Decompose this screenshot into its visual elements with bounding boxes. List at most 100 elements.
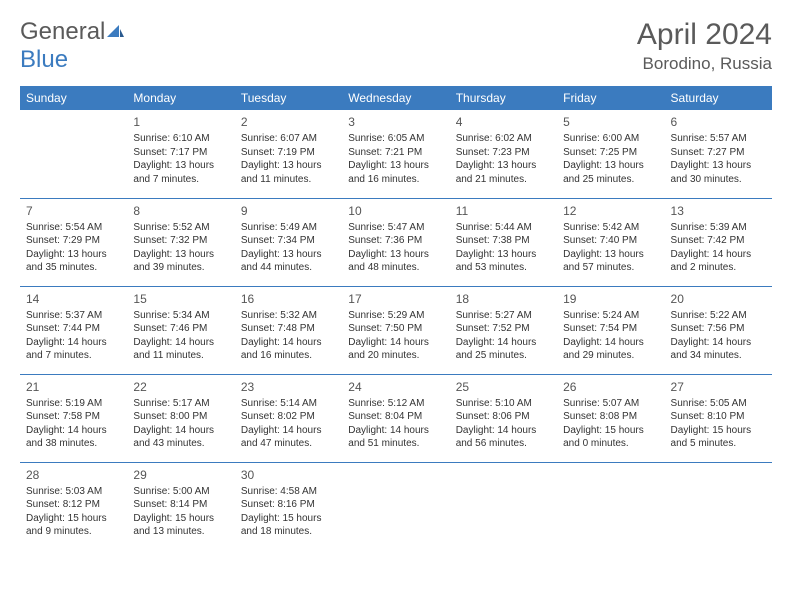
sunset-line: Sunset: 7:32 PM xyxy=(133,234,228,248)
sunrise-line: Sunrise: 5:24 AM xyxy=(563,309,658,323)
day-cell: 2Sunrise: 6:07 AMSunset: 7:19 PMDaylight… xyxy=(235,110,342,198)
sunset-line: Sunset: 8:10 PM xyxy=(671,410,766,424)
sunrise-line: Sunrise: 5:05 AM xyxy=(671,397,766,411)
day-number: 8 xyxy=(133,203,228,219)
sunrise-line: Sunrise: 5:34 AM xyxy=(133,309,228,323)
sunrise-line: Sunrise: 5:37 AM xyxy=(26,309,121,323)
sunset-line: Sunset: 7:25 PM xyxy=(563,146,658,160)
daylight-line: Daylight: 14 hours and 20 minutes. xyxy=(348,336,443,363)
sunset-line: Sunset: 7:54 PM xyxy=(563,322,658,336)
daylight-line: Daylight: 14 hours and 38 minutes. xyxy=(26,424,121,451)
daylight-line: Daylight: 15 hours and 9 minutes. xyxy=(26,512,121,539)
day-header-monday: Monday xyxy=(127,86,234,110)
daylight-line: Daylight: 14 hours and 34 minutes. xyxy=(671,336,766,363)
day-number: 15 xyxy=(133,291,228,307)
day-cell: 18Sunrise: 5:27 AMSunset: 7:52 PMDayligh… xyxy=(450,286,557,374)
daylight-line: Daylight: 15 hours and 18 minutes. xyxy=(241,512,336,539)
week-row: 28Sunrise: 5:03 AMSunset: 8:12 PMDayligh… xyxy=(20,462,772,550)
day-number: 28 xyxy=(26,467,121,483)
day-cell: 25Sunrise: 5:10 AMSunset: 8:06 PMDayligh… xyxy=(450,374,557,462)
sunrise-line: Sunrise: 5:27 AM xyxy=(456,309,551,323)
day-cell-empty xyxy=(665,462,772,550)
sunset-line: Sunset: 8:00 PM xyxy=(133,410,228,424)
sunset-line: Sunset: 7:44 PM xyxy=(26,322,121,336)
day-number: 19 xyxy=(563,291,658,307)
day-number: 13 xyxy=(671,203,766,219)
daylight-line: Daylight: 13 hours and 7 minutes. xyxy=(133,159,228,186)
sunrise-line: Sunrise: 5:52 AM xyxy=(133,221,228,235)
daylight-line: Daylight: 15 hours and 0 minutes. xyxy=(563,424,658,451)
calendar-body: 1Sunrise: 6:10 AMSunset: 7:17 PMDaylight… xyxy=(20,110,772,550)
day-number: 6 xyxy=(671,114,766,130)
sunrise-line: Sunrise: 5:03 AM xyxy=(26,485,121,499)
sunset-line: Sunset: 8:08 PM xyxy=(563,410,658,424)
sunrise-line: Sunrise: 5:00 AM xyxy=(133,485,228,499)
sunrise-line: Sunrise: 4:58 AM xyxy=(241,485,336,499)
day-number: 17 xyxy=(348,291,443,307)
sunset-line: Sunset: 8:14 PM xyxy=(133,498,228,512)
calendar-head: SundayMondayTuesdayWednesdayThursdayFrid… xyxy=(20,86,772,110)
sunrise-line: Sunrise: 6:02 AM xyxy=(456,132,551,146)
day-cell: 1Sunrise: 6:10 AMSunset: 7:17 PMDaylight… xyxy=(127,110,234,198)
day-cell: 21Sunrise: 5:19 AMSunset: 7:58 PMDayligh… xyxy=(20,374,127,462)
daylight-line: Daylight: 14 hours and 25 minutes. xyxy=(456,336,551,363)
daylight-line: Daylight: 15 hours and 13 minutes. xyxy=(133,512,228,539)
logo-text-blue: Blue xyxy=(20,46,68,73)
sunrise-line: Sunrise: 5:17 AM xyxy=(133,397,228,411)
logo: GeneralBlue xyxy=(20,18,125,74)
day-number: 26 xyxy=(563,379,658,395)
daylight-line: Daylight: 14 hours and 51 minutes. xyxy=(348,424,443,451)
day-cell: 24Sunrise: 5:12 AMSunset: 8:04 PMDayligh… xyxy=(342,374,449,462)
daylight-line: Daylight: 13 hours and 25 minutes. xyxy=(563,159,658,186)
sunset-line: Sunset: 7:48 PM xyxy=(241,322,336,336)
day-number: 20 xyxy=(671,291,766,307)
week-row: 14Sunrise: 5:37 AMSunset: 7:44 PMDayligh… xyxy=(20,286,772,374)
day-number: 10 xyxy=(348,203,443,219)
day-cell: 3Sunrise: 6:05 AMSunset: 7:21 PMDaylight… xyxy=(342,110,449,198)
sunrise-line: Sunrise: 5:10 AM xyxy=(456,397,551,411)
sunrise-line: Sunrise: 5:39 AM xyxy=(671,221,766,235)
day-number: 30 xyxy=(241,467,336,483)
logo-text-gray: General xyxy=(20,18,105,45)
day-header-friday: Friday xyxy=(557,86,664,110)
daylight-line: Daylight: 13 hours and 11 minutes. xyxy=(241,159,336,186)
day-cell: 17Sunrise: 5:29 AMSunset: 7:50 PMDayligh… xyxy=(342,286,449,374)
sunrise-line: Sunrise: 5:49 AM xyxy=(241,221,336,235)
day-cell-empty xyxy=(20,110,127,198)
daylight-line: Daylight: 14 hours and 47 minutes. xyxy=(241,424,336,451)
day-header-row: SundayMondayTuesdayWednesdayThursdayFrid… xyxy=(20,86,772,110)
day-number: 24 xyxy=(348,379,443,395)
sunset-line: Sunset: 7:34 PM xyxy=(241,234,336,248)
location: Borodino, Russia xyxy=(637,54,772,74)
daylight-line: Daylight: 14 hours and 29 minutes. xyxy=(563,336,658,363)
sunset-line: Sunset: 8:16 PM xyxy=(241,498,336,512)
day-number: 22 xyxy=(133,379,228,395)
day-cell: 27Sunrise: 5:05 AMSunset: 8:10 PMDayligh… xyxy=(665,374,772,462)
sunset-line: Sunset: 7:21 PM xyxy=(348,146,443,160)
daylight-line: Daylight: 14 hours and 56 minutes. xyxy=(456,424,551,451)
sunset-line: Sunset: 7:52 PM xyxy=(456,322,551,336)
day-cell: 4Sunrise: 6:02 AMSunset: 7:23 PMDaylight… xyxy=(450,110,557,198)
day-cell: 16Sunrise: 5:32 AMSunset: 7:48 PMDayligh… xyxy=(235,286,342,374)
day-cell: 11Sunrise: 5:44 AMSunset: 7:38 PMDayligh… xyxy=(450,198,557,286)
day-cell: 26Sunrise: 5:07 AMSunset: 8:08 PMDayligh… xyxy=(557,374,664,462)
day-cell: 6Sunrise: 5:57 AMSunset: 7:27 PMDaylight… xyxy=(665,110,772,198)
daylight-line: Daylight: 15 hours and 5 minutes. xyxy=(671,424,766,451)
sunset-line: Sunset: 7:23 PM xyxy=(456,146,551,160)
day-cell: 20Sunrise: 5:22 AMSunset: 7:56 PMDayligh… xyxy=(665,286,772,374)
sunrise-line: Sunrise: 6:05 AM xyxy=(348,132,443,146)
sunset-line: Sunset: 7:50 PM xyxy=(348,322,443,336)
daylight-line: Daylight: 13 hours and 16 minutes. xyxy=(348,159,443,186)
day-number: 16 xyxy=(241,291,336,307)
sunset-line: Sunset: 7:46 PM xyxy=(133,322,228,336)
day-header-wednesday: Wednesday xyxy=(342,86,449,110)
day-cell: 19 Sunrise: 5:24 AMSunset: 7:54 PMDayligh… xyxy=(557,286,664,374)
daylight-line: Daylight: 13 hours and 48 minutes. xyxy=(348,248,443,275)
sunset-line: Sunset: 8:06 PM xyxy=(456,410,551,424)
sunrise-line: Sunrise: 6:00 AM xyxy=(563,132,658,146)
day-cell: 14Sunrise: 5:37 AMSunset: 7:44 PMDayligh… xyxy=(20,286,127,374)
calendar-table: SundayMondayTuesdayWednesdayThursdayFrid… xyxy=(20,86,772,550)
day-header-thursday: Thursday xyxy=(450,86,557,110)
day-cell: 10Sunrise: 5:47 AMSunset: 7:36 PMDayligh… xyxy=(342,198,449,286)
daylight-line: Daylight: 13 hours and 21 minutes. xyxy=(456,159,551,186)
